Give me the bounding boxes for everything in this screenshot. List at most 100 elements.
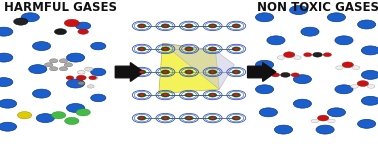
Ellipse shape [163,48,168,50]
Ellipse shape [36,114,54,123]
Ellipse shape [29,65,47,74]
Ellipse shape [232,93,240,97]
Ellipse shape [342,62,353,68]
Ellipse shape [0,53,13,62]
Ellipse shape [67,104,85,112]
Ellipse shape [139,71,144,73]
Ellipse shape [64,63,73,67]
Ellipse shape [274,125,293,134]
Ellipse shape [91,68,106,76]
Ellipse shape [161,24,169,28]
Ellipse shape [210,48,215,50]
Ellipse shape [313,52,322,57]
Ellipse shape [277,56,285,59]
FancyArrow shape [115,63,144,81]
Ellipse shape [209,93,217,97]
Ellipse shape [210,25,215,27]
Ellipse shape [91,42,106,50]
Ellipse shape [139,94,144,96]
Ellipse shape [335,36,353,45]
Ellipse shape [271,73,280,77]
Ellipse shape [163,25,168,27]
Ellipse shape [0,78,13,87]
Ellipse shape [187,71,191,73]
Ellipse shape [138,47,146,51]
Ellipse shape [91,76,98,79]
Ellipse shape [185,93,193,97]
Ellipse shape [0,27,13,36]
Ellipse shape [336,66,343,70]
Ellipse shape [85,67,93,71]
Ellipse shape [187,25,191,27]
Ellipse shape [234,117,239,119]
Ellipse shape [280,72,290,77]
Ellipse shape [21,13,39,22]
Ellipse shape [0,99,17,108]
Ellipse shape [45,63,53,67]
Ellipse shape [327,13,345,22]
Ellipse shape [67,79,85,88]
Ellipse shape [234,94,239,96]
Ellipse shape [234,71,239,73]
Ellipse shape [335,85,353,94]
Ellipse shape [293,75,311,84]
Ellipse shape [234,25,239,27]
Ellipse shape [76,22,91,30]
Ellipse shape [304,53,312,57]
Ellipse shape [357,81,369,86]
Ellipse shape [209,116,217,120]
Ellipse shape [77,81,85,85]
Ellipse shape [163,117,168,119]
Ellipse shape [0,122,17,131]
Ellipse shape [78,29,88,34]
Polygon shape [159,43,219,94]
Ellipse shape [161,116,169,120]
Ellipse shape [284,52,295,58]
Ellipse shape [187,48,191,50]
Ellipse shape [17,112,32,119]
Ellipse shape [91,94,106,102]
Ellipse shape [185,70,193,74]
Ellipse shape [50,67,58,71]
Ellipse shape [256,13,274,22]
Ellipse shape [59,59,68,63]
Ellipse shape [89,76,96,80]
Ellipse shape [209,70,217,74]
Ellipse shape [51,112,66,119]
Ellipse shape [232,116,240,120]
Ellipse shape [361,70,378,79]
Ellipse shape [259,108,277,117]
Ellipse shape [311,119,319,123]
Ellipse shape [138,24,146,28]
Ellipse shape [76,109,90,116]
Ellipse shape [234,48,239,50]
Ellipse shape [358,20,376,29]
Ellipse shape [294,56,301,59]
Ellipse shape [323,53,332,57]
Text: HARMFUL GASES: HARMFUL GASES [4,1,117,14]
Ellipse shape [210,71,215,73]
Ellipse shape [161,47,169,51]
Ellipse shape [139,25,144,27]
Ellipse shape [301,27,319,36]
Ellipse shape [232,47,240,51]
Ellipse shape [361,96,378,105]
Ellipse shape [351,85,358,88]
Ellipse shape [66,76,74,80]
Ellipse shape [185,47,193,51]
Ellipse shape [316,125,334,134]
FancyArrow shape [248,63,276,81]
Ellipse shape [232,24,240,28]
Ellipse shape [138,116,146,120]
Ellipse shape [209,24,217,28]
Ellipse shape [65,117,79,125]
Ellipse shape [163,71,168,73]
Ellipse shape [139,48,144,50]
Ellipse shape [327,108,345,117]
Ellipse shape [14,18,28,25]
Ellipse shape [328,119,335,123]
Ellipse shape [209,47,217,51]
Ellipse shape [267,36,285,45]
Ellipse shape [185,116,193,120]
Ellipse shape [59,67,68,71]
